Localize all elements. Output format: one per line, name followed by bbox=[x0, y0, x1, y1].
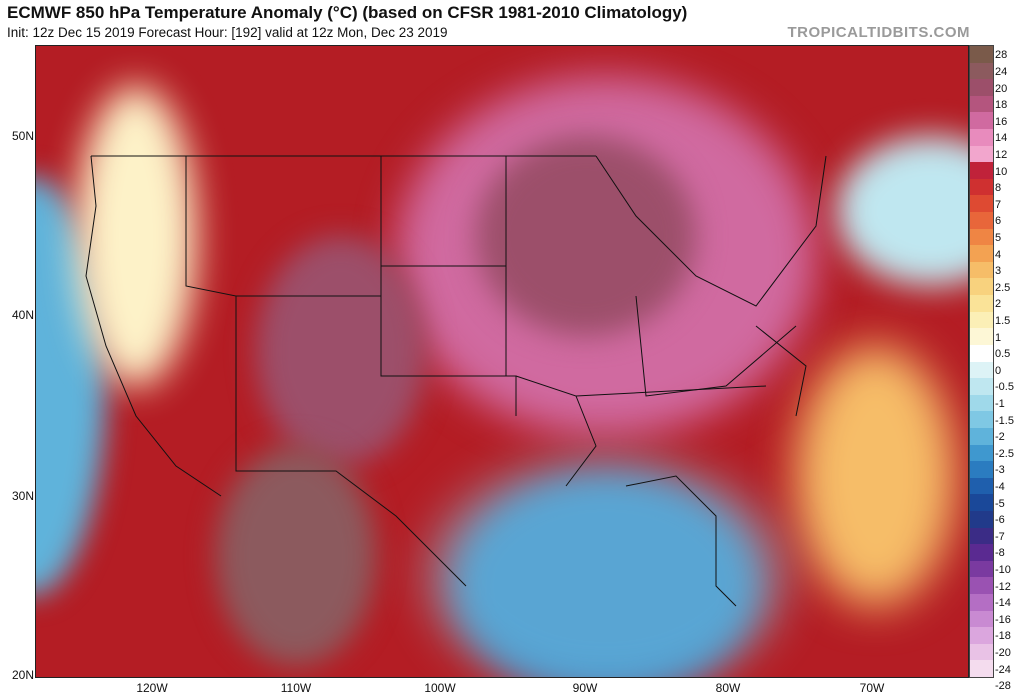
colorbar-label: 3 bbox=[995, 265, 1002, 278]
colorbar-label: -18 bbox=[995, 630, 1011, 643]
colorbar-label: 7 bbox=[995, 198, 1002, 211]
colorbar-label: 8 bbox=[995, 182, 1002, 195]
rockies-warm bbox=[256, 236, 426, 466]
colorbar-segment bbox=[970, 361, 993, 379]
colorbar-segment bbox=[970, 145, 993, 163]
colorbar-segment bbox=[970, 228, 993, 246]
colorbar-label: -14 bbox=[995, 597, 1011, 610]
colorbar-label: 12 bbox=[995, 148, 1008, 161]
colorbar-segment bbox=[970, 394, 993, 412]
colorbar-segment bbox=[970, 62, 993, 80]
colorbar bbox=[969, 45, 994, 678]
colorbar-label: 10 bbox=[995, 165, 1008, 178]
lon-label-110w: 110W bbox=[280, 681, 312, 695]
lat-label-40n: 40N bbox=[11, 308, 34, 322]
colorbar-segment bbox=[970, 643, 993, 661]
colorbar-segment bbox=[970, 295, 993, 313]
colorbar-label: -8 bbox=[995, 547, 1005, 560]
colorbar-label: -12 bbox=[995, 580, 1011, 593]
colorbar-segment bbox=[970, 510, 993, 529]
colorbar-label: 2 bbox=[995, 298, 1002, 311]
colorbar-segment bbox=[970, 311, 993, 329]
colorbar-segment bbox=[970, 278, 993, 296]
colorbar-segment bbox=[970, 195, 993, 213]
colorbar-segment bbox=[970, 245, 993, 263]
map-title: ECMWF 850 hPa Temperature Anomaly (°C) (… bbox=[7, 3, 688, 22]
colorbar-label: -0.5 bbox=[995, 381, 1014, 394]
colorbar-label: 1.5 bbox=[995, 314, 1011, 327]
lon-label-90w: 90W bbox=[572, 681, 598, 695]
colorbar-segment bbox=[970, 660, 993, 678]
colorbar-segment bbox=[970, 95, 993, 113]
colorbar-label: -16 bbox=[995, 613, 1011, 626]
colorbar-label: 20 bbox=[995, 82, 1008, 95]
colorbar-label: -24 bbox=[995, 663, 1011, 676]
colorbar-label: 14 bbox=[995, 132, 1008, 145]
colorbar-segment bbox=[970, 477, 993, 495]
map-subtitle: Init: 12z Dec 15 2019 Forecast Hour: [19… bbox=[7, 25, 448, 40]
colorbar-label: 18 bbox=[995, 99, 1008, 112]
anomaly-map bbox=[35, 45, 969, 678]
colorbar-label: 5 bbox=[995, 231, 1002, 244]
lat-label-50n: 50N bbox=[11, 129, 34, 143]
colorbar-label: 1 bbox=[995, 331, 1002, 344]
lat-label-30n: 30N bbox=[11, 489, 34, 503]
colorbar-segment bbox=[970, 212, 993, 230]
colorbar-segment bbox=[970, 178, 993, 196]
colorbar-label: -2.5 bbox=[995, 447, 1014, 460]
colorbar-label: 0.5 bbox=[995, 348, 1011, 361]
colorbar-label: 24 bbox=[995, 65, 1008, 78]
colorbar-label: -20 bbox=[995, 647, 1011, 660]
colorbar-segment bbox=[970, 378, 993, 396]
colorbar-segment bbox=[970, 112, 993, 130]
atlantic-pale-band bbox=[796, 346, 956, 606]
colorbar-label: -7 bbox=[995, 530, 1005, 543]
pacific-pale-band bbox=[76, 86, 196, 386]
colorbar-segment bbox=[970, 593, 993, 612]
colorbar-segment bbox=[970, 461, 993, 479]
colorbar-label: 16 bbox=[995, 115, 1008, 128]
colorbar-label: -28 bbox=[995, 680, 1011, 693]
colorbar-segment bbox=[970, 610, 993, 628]
colorbar-segment bbox=[970, 560, 993, 578]
colorbar-segment bbox=[970, 444, 993, 462]
brand-watermark: TROPICALTIDBITS.COM bbox=[787, 24, 970, 41]
lon-label-120w: 120W bbox=[136, 681, 168, 695]
mexico-warm bbox=[216, 446, 376, 666]
colorbar-segment bbox=[970, 261, 993, 279]
colorbar-segment bbox=[970, 494, 993, 512]
colorbar-label: -4 bbox=[995, 481, 1005, 494]
colorbar-label: -3 bbox=[995, 464, 1005, 477]
colorbar-segment bbox=[970, 46, 993, 64]
colorbar-segment bbox=[970, 328, 993, 346]
colorbar-label: 2.5 bbox=[995, 281, 1011, 294]
lon-label-70w: 70W bbox=[859, 681, 885, 695]
great-lakes-max bbox=[476, 136, 696, 336]
colorbar-segment bbox=[970, 427, 993, 445]
colorbar-segment bbox=[970, 544, 993, 562]
colorbar-label: -6 bbox=[995, 514, 1005, 527]
gulf-cool-edge bbox=[426, 456, 786, 677]
lon-label-80w: 80W bbox=[715, 681, 741, 695]
colorbar-segment bbox=[970, 344, 993, 362]
colorbar-label: 4 bbox=[995, 248, 1002, 261]
colorbar-label: -10 bbox=[995, 564, 1011, 577]
colorbar-label: 28 bbox=[995, 49, 1008, 62]
colorbar-label: -1 bbox=[995, 398, 1005, 410]
colorbar-label: -1.5 bbox=[995, 414, 1014, 427]
colorbar-label: 0 bbox=[995, 364, 1002, 377]
colorbar-segment bbox=[970, 627, 993, 645]
colorbar-label: -5 bbox=[995, 497, 1005, 510]
colorbar-segment bbox=[970, 79, 993, 97]
lat-label-20n: 20N bbox=[11, 668, 34, 682]
colorbar-label: -2 bbox=[995, 431, 1005, 444]
colorbar-segment bbox=[970, 129, 993, 147]
colorbar-segment bbox=[970, 527, 993, 545]
colorbar-segment bbox=[970, 411, 993, 429]
boundary-lines bbox=[85, 155, 827, 607]
lon-label-100w: 100W bbox=[424, 681, 456, 695]
colorbar-label: 6 bbox=[995, 215, 1002, 228]
colorbar-segment bbox=[970, 162, 993, 180]
colorbar-segment bbox=[970, 577, 993, 595]
